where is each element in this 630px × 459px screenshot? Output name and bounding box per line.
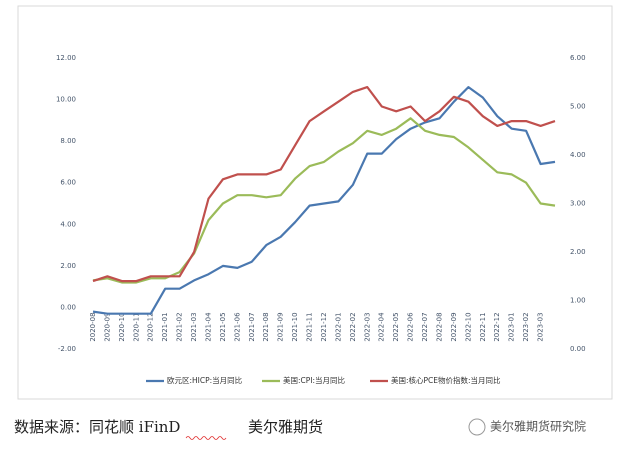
y2-tick-label: 6.00 (570, 54, 586, 62)
x-tick-label: 2021-07 (248, 312, 256, 341)
y2-tick-label: 5.00 (570, 103, 586, 111)
x-tick-label: 2021-02 (176, 312, 184, 341)
x-tick-label: 2021-06 (233, 312, 241, 342)
x-tick-label: 2020-12 (147, 312, 155, 341)
watermark-icon (468, 418, 486, 436)
spell-underline (185, 436, 227, 440)
x-tick-label: 2021-05 (219, 312, 227, 341)
legend-label: 美国:核心PCE物价指数:当月同比 (391, 375, 501, 385)
watermark: 美尔雅期货研究院 (490, 419, 586, 434)
company-text: 美尔雅期货 (248, 418, 323, 436)
x-tick-label: 2022-01 (334, 312, 342, 341)
series-line (92, 86, 556, 283)
y-tick-label: 4.00 (60, 220, 76, 228)
y-tick-label: 6.00 (60, 179, 76, 187)
x-tick-label: 2022-04 (378, 312, 386, 342)
x-tick-label: 2022-03 (363, 312, 371, 341)
x-tick-label: 2020-10 (118, 312, 126, 341)
y2-tick-label: 0.00 (570, 345, 586, 353)
y-tick-label: 0.00 (60, 303, 76, 311)
legend-label: 欧元区:HICP:当月同比 (167, 375, 243, 385)
y2-tick-label: 1.00 (570, 297, 586, 305)
x-tick-label: 2022-06 (407, 312, 415, 342)
series-line (92, 117, 556, 284)
x-tick-label: 2023-01 (508, 312, 516, 341)
y2-tick-label: 3.00 (570, 200, 586, 208)
y-tick-label: -2.00 (58, 345, 76, 353)
x-tick-label: 2021-12 (320, 312, 328, 341)
x-tick-label: 2023-03 (537, 312, 545, 341)
legend-label: 美国:CPI:当月同比 (283, 375, 346, 385)
x-tick-label: 2022-02 (349, 312, 357, 341)
x-tick-label: 2021-10 (291, 312, 299, 341)
y2-tick-label: 2.00 (570, 248, 586, 256)
x-tick-label: 2022-11 (479, 312, 487, 341)
y-tick-label: 10.00 (56, 96, 76, 104)
x-tick-label: 2020-09 (103, 312, 111, 341)
chart-frame (17, 5, 613, 400)
x-tick-label: 2023-02 (522, 312, 530, 341)
x-tick-label: 2020-08 (89, 312, 97, 341)
x-tick-label: 2021-04 (205, 312, 213, 342)
x-tick-label: 2022-07 (421, 312, 429, 341)
x-tick-label: 2021-09 (277, 312, 285, 341)
x-tick-label: 2021-08 (262, 312, 270, 341)
x-tick-label: 2021-01 (161, 312, 169, 341)
y-tick-label: 12.00 (56, 54, 76, 62)
x-tick-label: 2022-05 (392, 312, 400, 341)
x-tick-label: 2021-03 (190, 312, 198, 341)
x-tick-label: 2022-08 (436, 312, 444, 341)
source-text: 数据来源：同花顺 iFinD (14, 418, 180, 436)
y-tick-label: 2.00 (60, 262, 76, 270)
x-tick-label: 2021-11 (306, 312, 314, 341)
x-tick-label: 2020-11 (132, 312, 140, 341)
series-line (92, 86, 556, 315)
x-tick-label: 2022-12 (493, 312, 501, 341)
x-tick-label: 2022-10 (464, 312, 472, 341)
x-tick-label: 2022-09 (450, 312, 458, 341)
y2-tick-label: 4.00 (570, 151, 586, 159)
y-tick-label: 8.00 (60, 137, 76, 145)
